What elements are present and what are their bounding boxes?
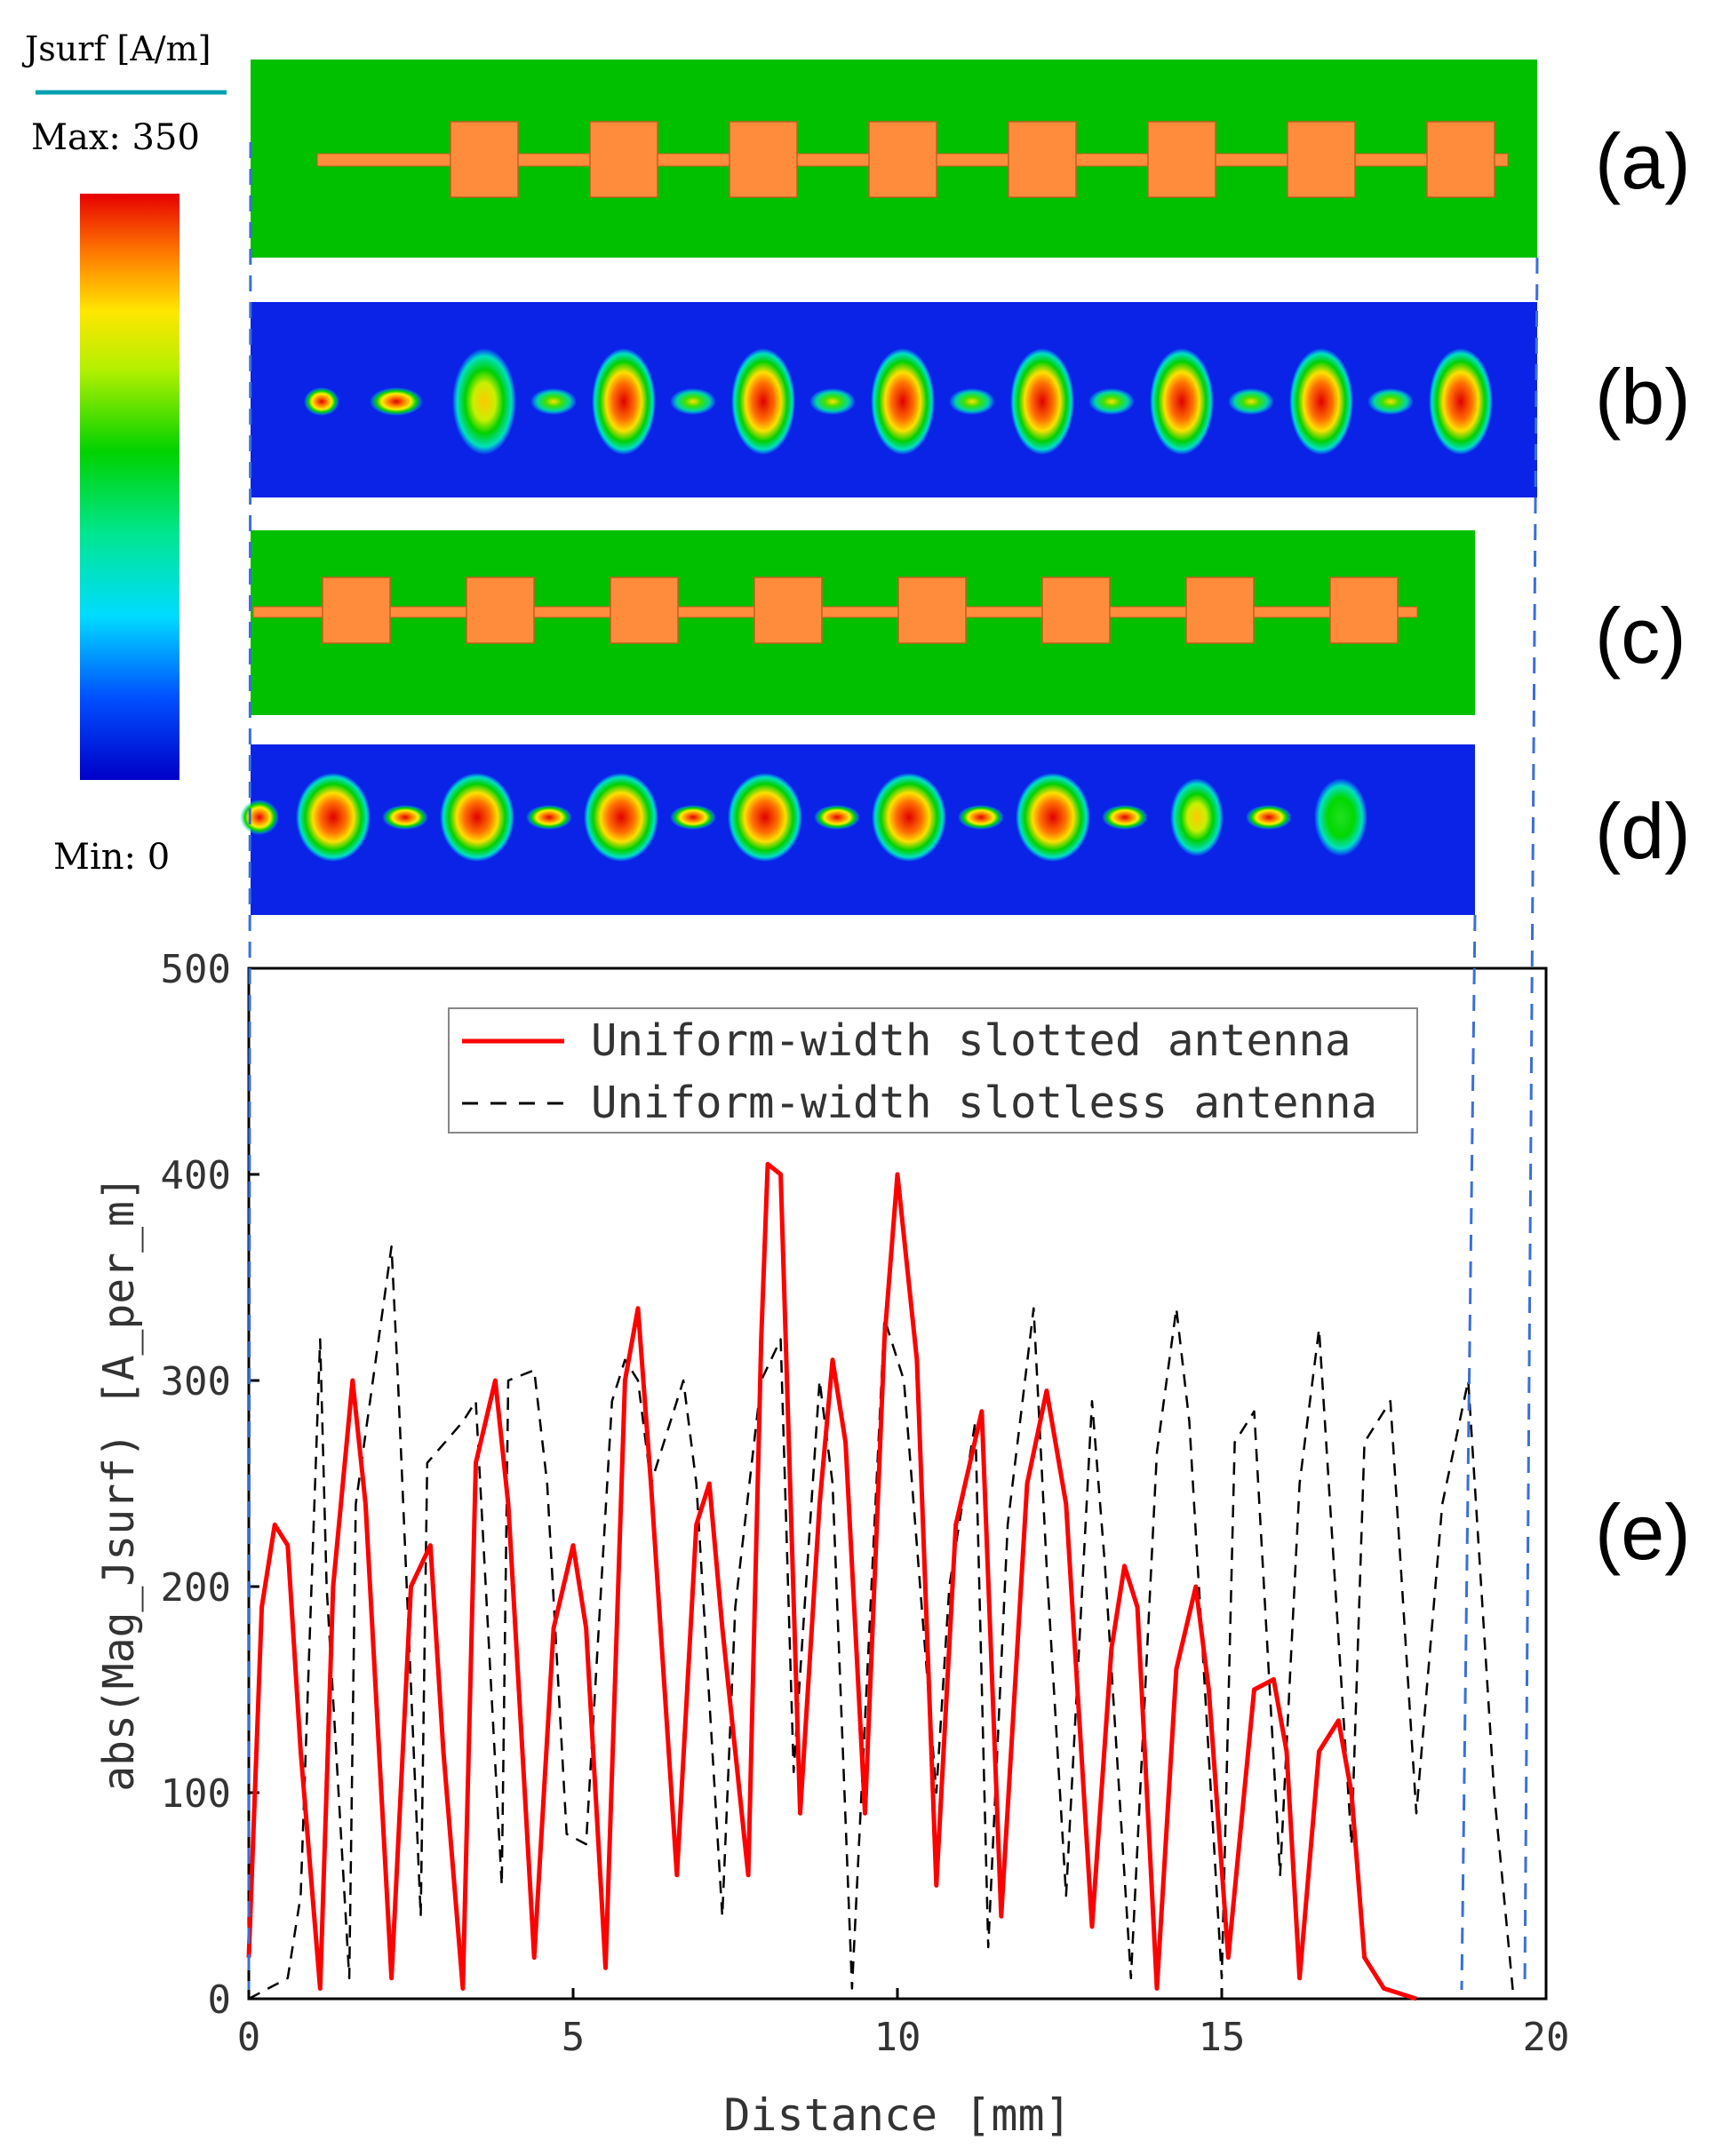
panel-b-hotspot	[370, 387, 423, 416]
panel-b-hotspot	[452, 348, 516, 455]
x-axis-label: Distance [mm]	[723, 2089, 1071, 2141]
panel-d-field-background	[251, 744, 1475, 915]
panel-c-pad	[466, 577, 535, 644]
panel-b-hotspot	[1429, 348, 1493, 455]
x-tick-label: 5	[562, 2015, 586, 2060]
panel-a: (a)	[251, 60, 1691, 258]
panel-a-pad	[1008, 121, 1077, 198]
guide-right-c	[1460, 914, 1477, 1991]
panel-c-substrate	[251, 530, 1475, 715]
panel-d-hotspot	[1246, 805, 1292, 830]
panel-a-label: (a)	[1595, 117, 1691, 205]
panel-c-pad	[322, 577, 391, 644]
panel-c-patch-pads	[322, 577, 1399, 644]
y-tick-label: 200	[161, 1565, 231, 1611]
series-slotless-polyline	[248, 1245, 1515, 2001]
series-slotless-line	[248, 1245, 1515, 2001]
panel-b-hotspot	[809, 388, 856, 415]
panel-c-feedline	[252, 606, 1418, 618]
panel-b-hotspot	[670, 388, 716, 415]
alignment-guides	[247, 141, 1539, 1991]
panel-b-label: (b)	[1595, 353, 1691, 441]
y-tick-label: 400	[161, 1153, 231, 1198]
panel-a-pad	[1147, 121, 1216, 198]
panel-b-current-hotspots	[304, 348, 1493, 455]
panel-d-hotspot	[814, 805, 860, 830]
panel-b-hotspot	[871, 348, 935, 455]
panel-d-hotspot	[526, 805, 572, 830]
y-axis-label: abs(Mag_Jsurf) [A_per_m]	[94, 1175, 144, 1792]
panel-d-hotspot	[958, 805, 1004, 830]
legend-box	[448, 1007, 1418, 1134]
colorbar-min-label: Min: 0	[53, 837, 170, 878]
series-slotted-polyline	[246, 1161, 1417, 2001]
y-tick-label: 0	[208, 1977, 232, 2023]
series-slotted-line	[246, 1161, 1417, 2001]
y-axis-ticks: 0 100 200 300 400 500	[161, 947, 259, 2023]
panel-d-current-hotspots	[240, 773, 1367, 862]
panel-c-pad	[1041, 577, 1111, 644]
legend-label-slotted: Uniform-width slotted antenna	[591, 1015, 1351, 1066]
panel-b-hotspot	[1367, 388, 1414, 415]
colorbar-gradient	[80, 194, 179, 780]
panel-b-hotspot	[1010, 348, 1074, 455]
panel-d-hotspot	[584, 773, 658, 862]
panel-c-label: (c)	[1595, 592, 1686, 680]
panel-d-hotspot	[1170, 778, 1224, 856]
panel-b: (b)	[251, 302, 1691, 497]
panel-c-pad	[897, 577, 967, 644]
panel-d-hotspot	[1314, 778, 1367, 856]
guide-left	[247, 141, 252, 1991]
panel-a-patch-pads	[450, 121, 1495, 198]
panel-b-hotspot	[304, 387, 339, 416]
guide-right-a	[1523, 257, 1539, 1991]
legend-label-slotless: Uniform-width slotless antenna	[591, 1078, 1377, 1128]
panel-b-hotspot	[592, 348, 656, 455]
panel-b-hotspot	[1088, 388, 1135, 415]
panel-a-pad	[450, 121, 519, 198]
x-tick-label: 10	[874, 2015, 921, 2060]
x-tick-label: 15	[1199, 2015, 1246, 2060]
panel-d-hotspot	[670, 805, 716, 830]
x-axis-ticks: 0 5 10 15 20	[237, 1988, 1570, 2060]
panel-d-label: (d)	[1595, 787, 1691, 875]
x-tick-label: 20	[1523, 2015, 1570, 2060]
panel-d-hotspot	[1102, 805, 1148, 830]
panel-c-pad	[753, 577, 823, 644]
panel-d-hotspot	[382, 805, 428, 830]
panel-a-pad	[1426, 121, 1495, 198]
panel-c-pad	[1185, 577, 1255, 644]
chart-legend: Uniform-width slotted antenna Uniform-wi…	[448, 1007, 1418, 1134]
y-tick-label: 500	[161, 947, 231, 992]
panel-d-hotspot	[728, 773, 802, 862]
colorbar: Jsurf [A/m] Max: 350 Min: 0	[21, 29, 227, 878]
panel-b-hotspot	[949, 388, 995, 415]
y-tick-label: 100	[161, 1771, 231, 1817]
panel-b-hotspot	[1228, 388, 1274, 415]
colorbar-title: Jsurf [A/m]	[21, 29, 211, 68]
panel-b-hotspot	[530, 388, 577, 415]
panel-b-hotspot	[731, 348, 795, 455]
panel-d-hotspot	[440, 773, 514, 862]
panel-d-hotspot	[1016, 773, 1090, 862]
panel-c: (c)	[251, 530, 1686, 715]
panel-d-hotspot	[296, 773, 371, 862]
panel-c-pad	[1329, 577, 1399, 644]
panel-d: (d)	[240, 744, 1691, 915]
panel-b-hotspot	[1289, 348, 1353, 455]
panel-e-label: (e)	[1595, 1488, 1691, 1576]
x-tick-label: 0	[237, 2015, 261, 2060]
panel-d-hotspot	[240, 800, 279, 835]
panel-c-pad	[610, 577, 679, 644]
y-tick-label: 300	[161, 1359, 231, 1404]
panel-a-pad	[868, 121, 937, 198]
panel-a-pad	[729, 121, 798, 198]
panel-d-hotspot	[872, 773, 946, 862]
panel-b-hotspot	[1150, 348, 1214, 455]
panel-a-pad	[1287, 121, 1356, 198]
colorbar-max-label: Max: 350	[31, 117, 200, 158]
panel-a-pad	[589, 121, 658, 198]
